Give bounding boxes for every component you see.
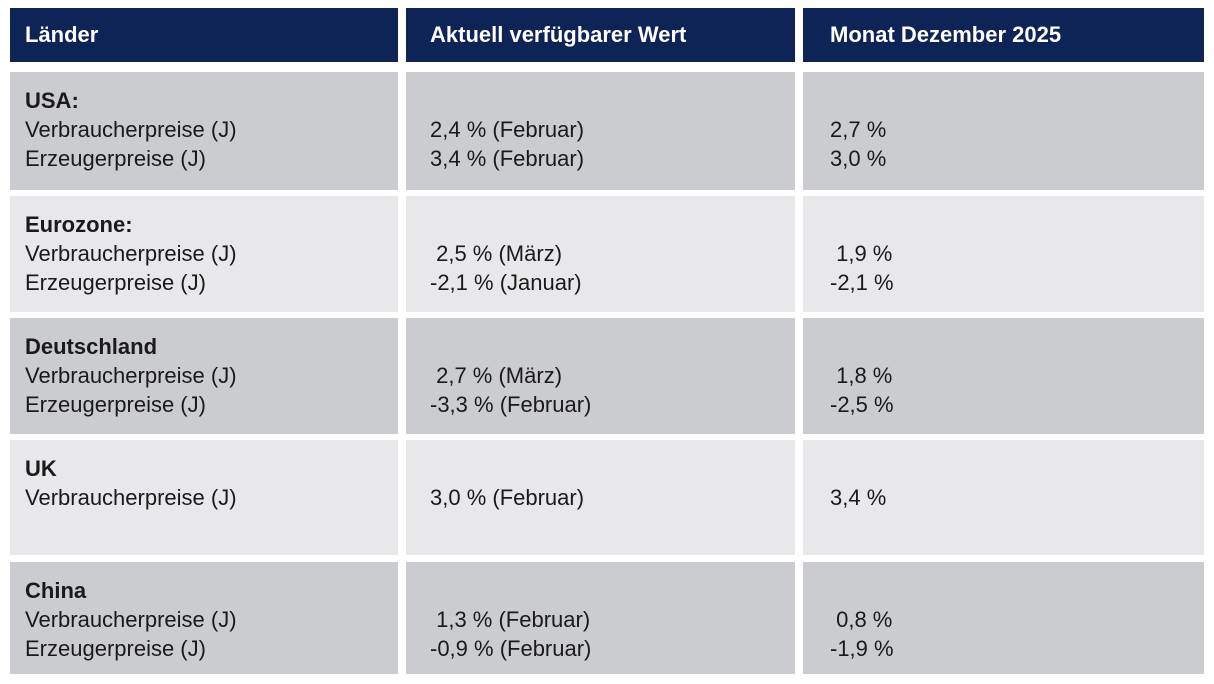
metric-current-value: -0,9 % (Februar) bbox=[430, 636, 592, 661]
country-name: Deutschland bbox=[25, 334, 158, 359]
metric-december-value: 3,0 % bbox=[830, 146, 887, 171]
metric-label: Erzeugerpreise (J) bbox=[25, 636, 206, 661]
metric-current-value: 2,5 % (März) bbox=[430, 241, 563, 266]
table-row-usa: USA: Verbraucherpreise (J) Erzeugerpreis… bbox=[10, 72, 1204, 190]
spacer bbox=[430, 332, 795, 361]
metric-current-value: -2,1 % (Januar) bbox=[430, 270, 582, 295]
country-name: UK bbox=[25, 456, 57, 481]
metric-current-value: 1,3 % (Februar) bbox=[430, 607, 591, 632]
country-name: China bbox=[25, 578, 87, 603]
metric-current-value: 3,4 % (Februar) bbox=[430, 146, 585, 171]
spacer bbox=[830, 454, 1204, 483]
current-value-cell: 3,0 % (Februar) bbox=[406, 440, 795, 555]
country-cell: China Verbraucherpreise (J) Erzeugerprei… bbox=[10, 562, 398, 674]
december-value-cell: 0,8 % -1,9 % bbox=[803, 562, 1204, 674]
country-cell: UK Verbraucherpreise (J) bbox=[10, 440, 398, 555]
metric-label: Verbraucherpreise (J) bbox=[25, 241, 237, 266]
december-value-cell: 1,9 % -2,1 % bbox=[803, 196, 1204, 312]
metric-label: Verbraucherpreise (J) bbox=[25, 607, 237, 632]
table-row-eurozone: Eurozone: Verbraucherpreise (J) Erzeuger… bbox=[10, 196, 1204, 312]
spacer bbox=[830, 332, 1204, 361]
metric-current-value: -3,3 % (Februar) bbox=[430, 392, 592, 417]
metric-label: Verbraucherpreise (J) bbox=[25, 117, 237, 142]
metric-december-value: 3,4 % bbox=[830, 485, 887, 510]
current-value-cell: 2,7 % (März) -3,3 % (Februar) bbox=[406, 318, 795, 434]
december-value-cell: 1,8 % -2,5 % bbox=[803, 318, 1204, 434]
spacer bbox=[430, 210, 795, 239]
header-cell-december: Monat Dezember 2025 bbox=[803, 8, 1204, 62]
table-row-uk: UK Verbraucherpreise (J) 3,0 % (Februar)… bbox=[10, 440, 1204, 555]
december-value-cell: 2,7 % 3,0 % bbox=[803, 72, 1204, 190]
metric-label: Erzeugerpreise (J) bbox=[25, 392, 206, 417]
header-cell-laender: Länder bbox=[10, 8, 398, 62]
country-name: USA: bbox=[25, 88, 79, 113]
metric-label: Verbraucherpreise (J) bbox=[25, 363, 237, 388]
country-cell: Deutschland Verbraucherpreise (J) Erzeug… bbox=[10, 318, 398, 434]
spacer bbox=[830, 210, 1204, 239]
metric-december-value: -2,5 % bbox=[830, 392, 894, 417]
table-header-row: Länder Aktuell verfügbarer Wert Monat De… bbox=[10, 8, 1204, 62]
metric-december-value: -1,9 % bbox=[830, 636, 894, 661]
metric-label: Erzeugerpreise (J) bbox=[25, 146, 206, 171]
country-name: Eurozone: bbox=[25, 212, 133, 237]
metric-current-value: 3,0 % (Februar) bbox=[430, 485, 585, 510]
metric-december-value: 0,8 % bbox=[830, 607, 893, 632]
metric-current-value: 2,7 % (März) bbox=[430, 363, 563, 388]
metric-december-value: -2,1 % bbox=[830, 270, 894, 295]
current-value-cell: 1,3 % (Februar) -0,9 % (Februar) bbox=[406, 562, 795, 674]
metric-december-value: 1,8 % bbox=[830, 363, 893, 388]
table-row-deutschland: Deutschland Verbraucherpreise (J) Erzeug… bbox=[10, 318, 1204, 434]
spacer bbox=[430, 454, 795, 483]
spacer bbox=[430, 86, 795, 115]
header-cell-current-value: Aktuell verfügbarer Wert bbox=[406, 8, 795, 62]
metric-december-value: 1,9 % bbox=[830, 241, 893, 266]
spacer bbox=[830, 576, 1204, 605]
country-cell: USA: Verbraucherpreise (J) Erzeugerpreis… bbox=[10, 72, 398, 190]
december-value-cell: 3,4 % bbox=[803, 440, 1204, 555]
spacer bbox=[430, 576, 795, 605]
metric-label: Erzeugerpreise (J) bbox=[25, 270, 206, 295]
metric-current-value: 2,4 % (Februar) bbox=[430, 117, 585, 142]
metric-label: Verbraucherpreise (J) bbox=[25, 485, 237, 510]
spacer bbox=[830, 86, 1204, 115]
current-value-cell: 2,4 % (Februar) 3,4 % (Februar) bbox=[406, 72, 795, 190]
current-value-cell: 2,5 % (März) -2,1 % (Januar) bbox=[406, 196, 795, 312]
country-cell: Eurozone: Verbraucherpreise (J) Erzeuger… bbox=[10, 196, 398, 312]
metric-december-value: 2,7 % bbox=[830, 117, 887, 142]
table-row-china: China Verbraucherpreise (J) Erzeugerprei… bbox=[10, 562, 1204, 674]
